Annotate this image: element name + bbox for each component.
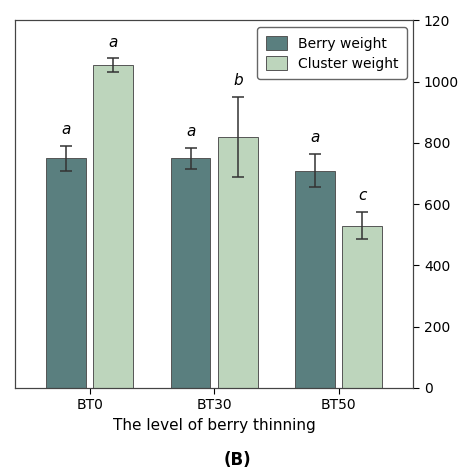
Legend: Berry weight, Cluster weight: Berry weight, Cluster weight: [257, 27, 407, 79]
Bar: [343, 226, 383, 388]
Text: c: c: [358, 188, 366, 203]
Text: (B): (B): [223, 451, 251, 469]
Text: a: a: [109, 35, 118, 50]
Text: b: b: [233, 73, 243, 89]
Bar: [218, 137, 258, 388]
Text: a: a: [186, 124, 195, 139]
Text: a: a: [61, 122, 71, 137]
Bar: [93, 65, 133, 388]
Text: a: a: [310, 130, 320, 145]
Bar: [171, 158, 210, 388]
X-axis label: The level of berry thinning: The level of berry thinning: [113, 418, 316, 433]
Bar: [46, 158, 86, 388]
Bar: [295, 171, 335, 388]
